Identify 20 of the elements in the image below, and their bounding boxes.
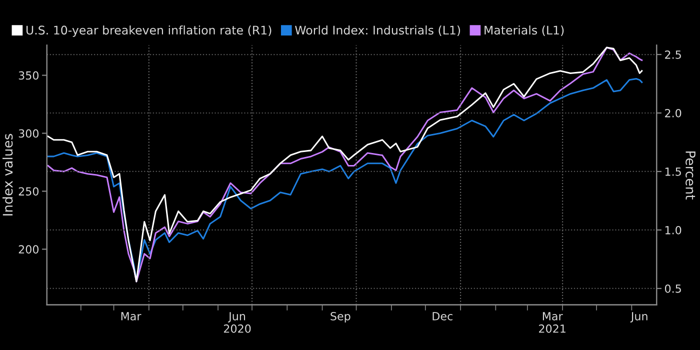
y-tick-label: 250 [18,187,39,196]
x-tick-label: Jun 2020 [224,312,251,333]
y-tick-label: 350 [18,71,39,80]
y2-tick-label: 2.0 [665,108,682,118]
x-tick-label: Jun [630,312,648,322]
y2-tick-label: 1.5 [665,168,681,176]
x-tick-label: Dec [432,312,452,320]
legend-label: Materials (L1) [484,25,564,36]
y-tick-label: 200 [18,245,39,254]
x-tick-label: Mar 2021 [539,312,566,333]
legend-label: U.S. 10-year breakeven inflation rate (R1) [26,25,272,37]
y-axis-title: Index values [2,134,13,216]
y2-axis-title: Percent [686,151,696,200]
y-tick-label: 300 [18,129,39,138]
x-tick-label: Mar [121,312,142,320]
y2-tick-label: 1.0 [665,226,682,234]
legend-label: World Index: Industrials (L1) [295,25,460,36]
x-tick-label: Sep [330,312,350,323]
y2-tick-label: 2.5 [665,50,681,59]
y2-tick-label: 0.5 [664,284,681,293]
